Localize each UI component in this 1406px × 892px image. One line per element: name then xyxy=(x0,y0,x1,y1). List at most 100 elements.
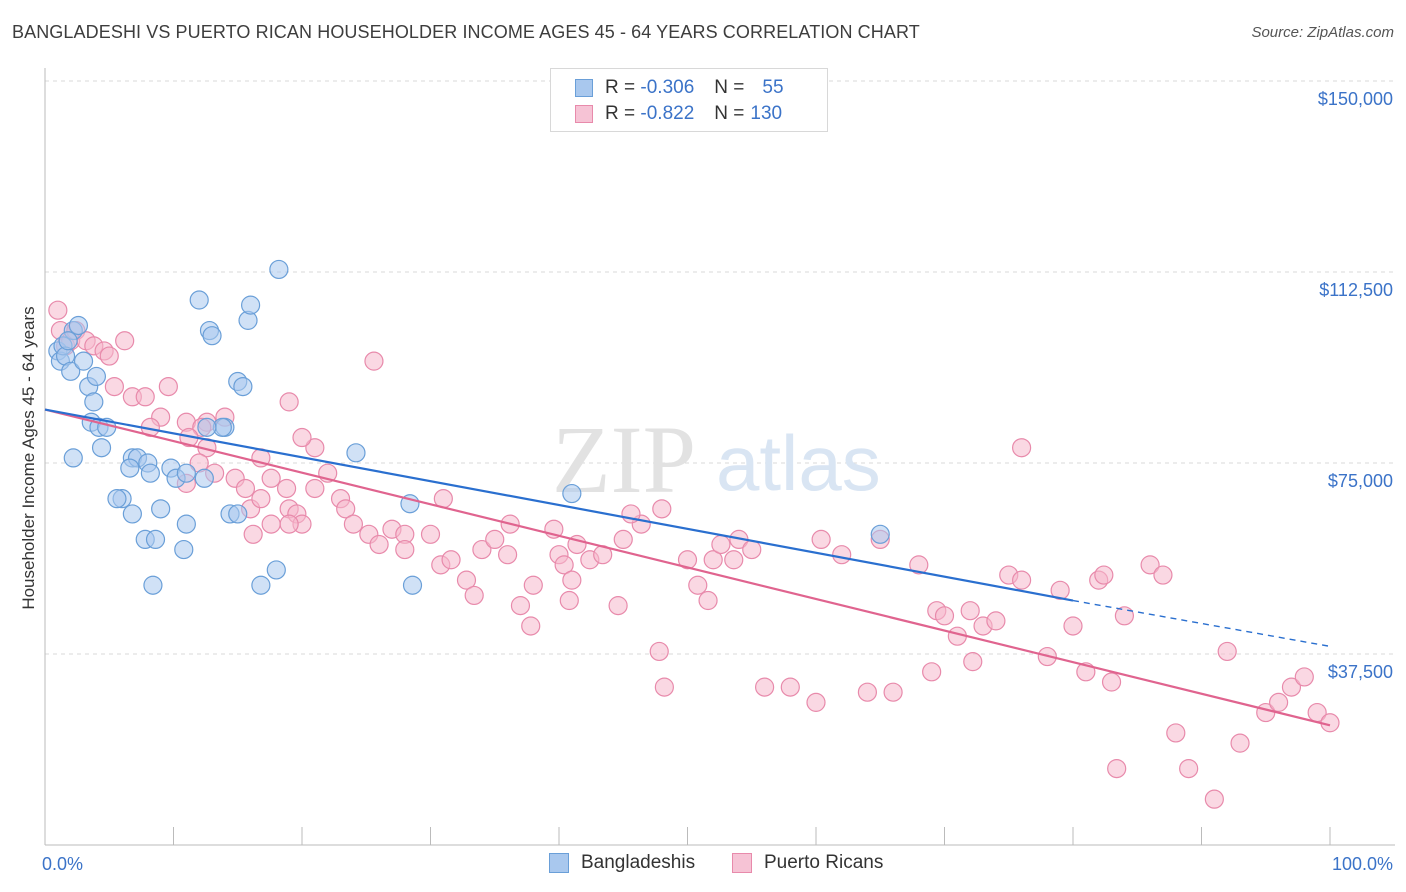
puerto-rican-point xyxy=(251,489,271,509)
bangladeshi-point xyxy=(870,524,890,544)
bangladeshi-point xyxy=(91,438,112,458)
puerto-rican-point xyxy=(742,539,762,560)
puerto-rican-point xyxy=(1107,758,1127,779)
puerto-rican-point xyxy=(963,652,983,672)
puerto-rican-point xyxy=(986,611,1006,631)
puerto-rican-point xyxy=(510,596,531,616)
legend-r-label: R = xyxy=(605,77,636,98)
puerto-rican-point xyxy=(832,545,852,565)
puerto-rican-point xyxy=(523,575,543,595)
bangladeshi-point xyxy=(233,377,253,397)
puerto-rican-point xyxy=(464,585,484,606)
bangladeshi-point xyxy=(151,499,171,519)
puerto-rican-point xyxy=(104,377,124,397)
puerto-rican-point xyxy=(909,555,929,575)
puerto-rican-point xyxy=(554,555,574,575)
puerto-rican-point xyxy=(48,300,68,320)
bangladeshi-point xyxy=(174,539,194,560)
puerto-rican-point xyxy=(1094,565,1114,585)
puerto-rican-point xyxy=(235,478,256,499)
bottom-legend-puerto-ricans: Puerto Ricans xyxy=(732,852,883,874)
puerto-rican-point xyxy=(1281,677,1302,697)
puerto-rican-point xyxy=(343,514,363,534)
puerto-rican-point xyxy=(135,387,155,407)
puerto-rican-point xyxy=(472,539,492,560)
bangladeshi-point xyxy=(58,331,78,351)
puerto-rican-point xyxy=(243,524,263,544)
puerto-rican-point xyxy=(1153,565,1173,585)
puerto-rican-point xyxy=(654,677,674,697)
watermark-atlas: atlas xyxy=(716,419,881,507)
puerto-rican-points xyxy=(48,300,1340,809)
puerto-rican-point xyxy=(883,682,903,702)
bottom-legend-label: Puerto Ricans xyxy=(764,852,884,873)
bangladeshi-point xyxy=(145,529,166,550)
trend-lines xyxy=(44,408,1331,727)
bangladeshi-point xyxy=(120,458,140,478)
bangladeshi-point xyxy=(189,290,209,310)
puerto-rican-point xyxy=(279,392,299,412)
x-tick-label-end: 100.0% xyxy=(1332,854,1393,874)
puerto-rican-point xyxy=(1268,692,1289,712)
puerto-rican-point xyxy=(857,682,878,702)
puerto-rican-point xyxy=(1050,580,1070,600)
y-tick-label: $75,000 xyxy=(1328,471,1393,491)
legend-r-value: -0.822 xyxy=(640,103,695,124)
bangladeshi-point xyxy=(266,560,286,580)
puerto-rican-point xyxy=(1230,733,1250,753)
puerto-rican-point xyxy=(703,550,723,570)
puerto-rican-point xyxy=(521,616,541,636)
puerto-rican-point xyxy=(562,570,582,590)
grid-lines xyxy=(45,80,1395,655)
puerto-rican-point xyxy=(1114,606,1135,626)
puerto-rican-point xyxy=(441,550,461,570)
bangladeshi-point xyxy=(202,326,222,346)
puerto-rican-point xyxy=(115,331,135,351)
puerto-rican-point xyxy=(279,514,299,534)
puerto-rican-point xyxy=(456,570,477,590)
bangladeshi-point xyxy=(143,575,163,595)
puerto-rican-point xyxy=(261,468,281,488)
bangladeshi-point xyxy=(176,514,196,534)
source-label: Source: ZipAtlas.com xyxy=(1251,24,1394,41)
puerto-rican-point xyxy=(698,590,718,611)
puerto-rican-point xyxy=(711,534,731,555)
bangladeshi-point xyxy=(61,361,81,381)
bangladeshi-point xyxy=(63,448,83,468)
legend-n-value: 130 xyxy=(750,103,783,124)
puerto-rican-point xyxy=(780,677,800,697)
puerto-rican-point xyxy=(1101,672,1122,692)
bangladeshi-point xyxy=(194,468,214,488)
puerto-rican-point xyxy=(1294,667,1314,687)
correlation-legend: R = -0.306 N = 55 R = -0.822 N = 130 xyxy=(550,68,828,132)
x-tick-label-start: 0.0% xyxy=(42,854,83,874)
puerto-rican-point xyxy=(724,550,744,570)
bangladeshi-point xyxy=(122,504,142,524)
puerto-rican-point xyxy=(608,596,628,616)
puerto-rican-point xyxy=(292,427,312,448)
puerto-rican-point xyxy=(559,590,579,611)
puerto-rican-point xyxy=(1063,616,1083,636)
bangladeshi-point xyxy=(107,489,127,509)
puerto-rican-point xyxy=(99,346,119,366)
bangladeshi-trend-extension xyxy=(1072,599,1331,648)
puerto-rican-point xyxy=(395,539,415,560)
puerto-rican-trend-line xyxy=(44,408,1331,727)
bangladeshi-point xyxy=(269,259,289,280)
bangladeshi-point xyxy=(86,366,107,387)
bangladeshi-points xyxy=(48,259,890,595)
bangladeshi-point xyxy=(228,504,248,524)
bangladeshi-point xyxy=(73,351,94,371)
puerto-rican-point xyxy=(305,478,325,499)
y-tick-label: $150,000 xyxy=(1318,89,1393,109)
puerto-rican-point xyxy=(806,692,826,712)
bangladeshi-point xyxy=(84,392,104,412)
bottom-legend-bangladeshis: Bangladeshis xyxy=(549,852,695,874)
chart-title: BANGLADESHI VS PUERTO RICAN HOUSEHOLDER … xyxy=(12,22,920,42)
puerto-rican-point xyxy=(1140,555,1160,575)
legend-swatch-pink xyxy=(575,105,593,123)
bangladeshi-trend-line xyxy=(44,408,1074,602)
y-axis-label: Householder Income Ages 45 - 64 years xyxy=(19,306,38,609)
puerto-rican-point xyxy=(677,550,698,570)
